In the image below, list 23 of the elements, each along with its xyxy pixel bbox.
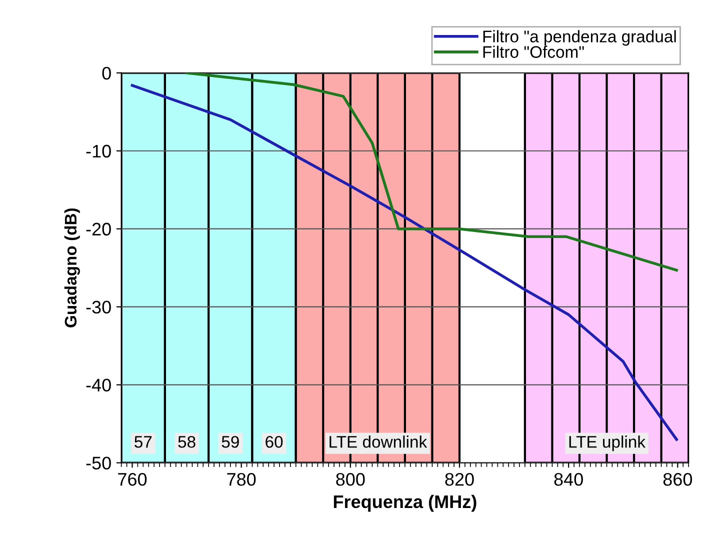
x-tick-label: 800	[336, 472, 365, 486]
y-tick-label: -10	[86, 144, 111, 158]
x-tick-label: 780	[227, 472, 256, 486]
legend-label: Filtro "Ofcom"	[483, 46, 584, 58]
x-tick-label: 820	[445, 472, 474, 486]
legend-label: Filtro "a pendenza gradual	[483, 30, 676, 46]
band-label: LTE uplink	[569, 436, 646, 452]
x-tick-label: 760	[118, 472, 147, 486]
y-tick-label: -50	[86, 456, 111, 470]
band-label: 59	[222, 436, 239, 448]
x-tick-label: 840	[554, 472, 583, 486]
x-axis-title: Frequenza (MHz)	[334, 494, 476, 512]
band-label: LTE downlink	[330, 436, 428, 448]
band-label: 57	[134, 436, 152, 448]
y-tick-label: -40	[86, 378, 111, 392]
y-tick-label: 0	[102, 66, 111, 80]
line-series	[185, 72, 678, 272]
y-axis-title: Guadagno (dB)	[64, 208, 80, 328]
y-tick-label: -20	[86, 222, 111, 236]
band-label: 60	[266, 436, 283, 448]
y-tick-label: -30	[86, 300, 111, 314]
x-tick-label: 860	[663, 472, 692, 486]
band-label: 58	[178, 436, 196, 448]
